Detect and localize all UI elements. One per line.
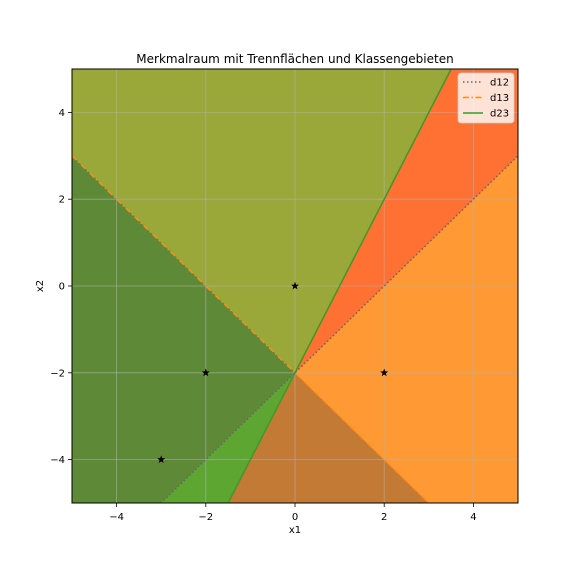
- y-tick-label: −4: [50, 455, 65, 466]
- decision-lines: [72, 69, 518, 503]
- legend: d12 d13 d23: [457, 72, 515, 124]
- legend-label-d13: d13: [490, 93, 509, 104]
- data-point: [380, 368, 389, 377]
- x-tick-label: 4: [470, 512, 476, 523]
- data-point: [201, 368, 210, 377]
- x-tick-label: −2: [198, 512, 213, 523]
- line-d23: [227, 69, 452, 503]
- data-point: [291, 281, 299, 290]
- data-point: [157, 455, 166, 463]
- legend-label-d23: d23: [490, 109, 509, 120]
- x-tick-label: 2: [381, 512, 387, 523]
- y-tick-label: −2: [50, 368, 65, 379]
- x-axis-ticks: −4 −2 0 2 4: [109, 503, 477, 523]
- sample-points: [157, 281, 389, 463]
- legend-box: [457, 72, 515, 124]
- y-tick-label: 4: [59, 108, 65, 119]
- y-axis-ticks: −4 −2 0 2 4: [50, 108, 72, 466]
- x-axis-label: x1: [289, 525, 301, 536]
- y-axis-label: x2: [35, 280, 46, 292]
- legend-label-d12: d12: [490, 78, 509, 89]
- line-d13: [72, 155, 430, 503]
- y-tick-label: 0: [59, 282, 65, 293]
- chart-title: Merkmalraum mit Trennflächen und Klassen…: [136, 52, 453, 66]
- class-region-2: [72, 155, 296, 503]
- y-tick-label: 2: [59, 195, 65, 206]
- x-tick-label: −4: [109, 512, 124, 523]
- x-tick-label: 0: [292, 512, 298, 523]
- class-regions: [72, 69, 518, 503]
